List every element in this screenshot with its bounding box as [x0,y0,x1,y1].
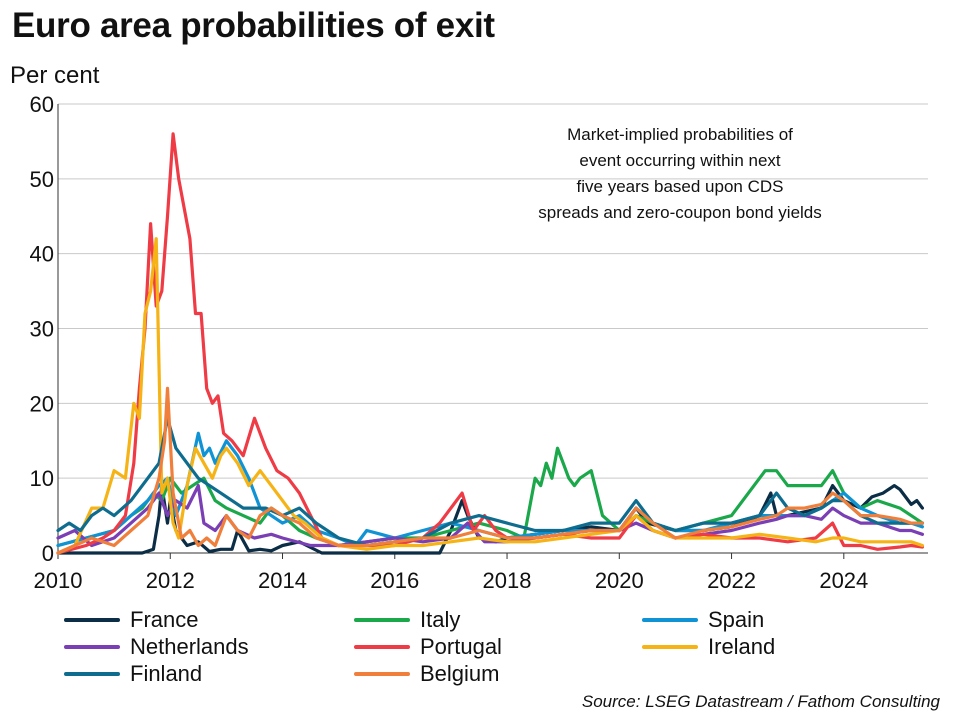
legend-item-ireland: Ireland [642,633,775,660]
chart-title: Euro area probabilities of exit [12,6,495,45]
series-line-ireland [56,237,925,555]
legend-item-france: France [64,606,198,633]
y-axis-unit-label: Per cent [10,62,100,89]
legend-item-spain: Spain [642,606,764,633]
y-tick-label: 20 [30,391,54,416]
annotation-line-1: Market-implied probabilities of [567,125,793,144]
annotation-line-2: event occurring within next [579,151,781,170]
legend-item-finland: Finland [64,660,202,687]
line-chart: 0 10 20 30 40 50 60 2010 2012 2014 2016 2018 2020 202… [30,92,928,593]
legend-label: Belgium [420,660,500,686]
legend-label: Ireland [708,633,776,659]
chart-annotation: Market-implied probabilities of event oc… [490,122,870,226]
series-line-netherlands [56,484,925,548]
x-tick-label: 2020 [595,568,644,593]
chart-legend: France Italy Spain Netherlands Portugal Irela… [64,606,944,690]
legend-swatch [354,644,410,649]
x-tick-label: 2022 [707,568,756,593]
series-line-italy [56,446,925,548]
y-tick-label: 40 [30,242,54,267]
legend-item-italy: Italy [354,606,460,633]
x-tick-label: 2012 [146,568,195,593]
legend-item-netherlands: Netherlands [64,633,249,660]
y-tick-label: 10 [30,466,54,491]
legend-swatch [642,617,698,622]
legend-label: Portugal [420,633,502,659]
y-tick-label: 60 [30,92,54,117]
legend-swatch [354,617,410,622]
annotation-line-3: five years based upon CDS [576,177,784,196]
y-tick-label: 30 [30,317,54,342]
legend-swatch [354,671,410,676]
legend-label: Spain [708,606,765,632]
legend-label: Finland [130,660,203,686]
x-tick-label: 2016 [370,568,419,593]
x-tick-label: 2024 [819,568,868,593]
legend-swatch [64,617,120,622]
x-tick-label: 2014 [258,568,307,593]
annotation-line-4: spreads and zero-coupon bond yields [538,203,822,222]
legend-label: France [130,606,199,632]
legend-label: Italy [420,606,461,632]
legend-item-portugal: Portugal [354,633,502,660]
y-tick-label: 50 [30,167,54,192]
legend-label: Netherlands [130,633,249,659]
legend-item-belgium: Belgium [354,660,499,687]
source-note: Source: LSEG Datastream / Fathom Consult… [581,692,940,711]
legend-swatch [64,671,120,676]
x-tick-label: 2018 [483,568,532,593]
y-tick-label: 0 [42,541,54,566]
x-tick-label: 2010 [34,568,83,593]
series-line-belgium [56,386,925,555]
legend-swatch [64,644,120,649]
legend-swatch [642,644,698,649]
